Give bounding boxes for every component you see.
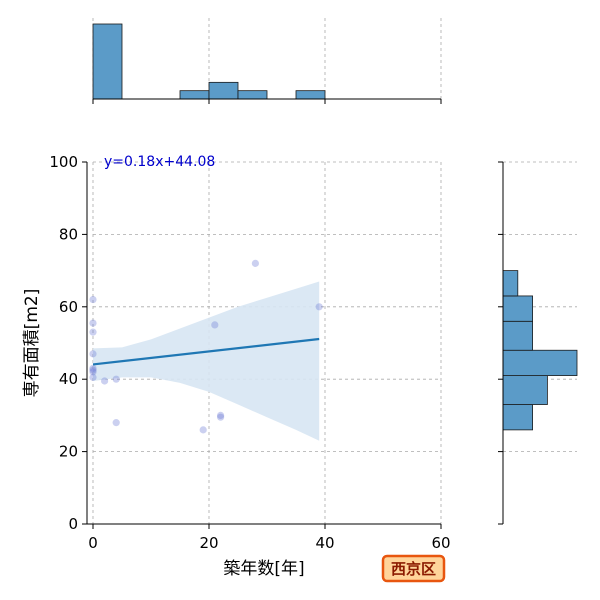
- y-tick-label: 80: [59, 225, 78, 243]
- x-histogram-bar: [237, 90, 268, 100]
- x-histogram-bar: [92, 23, 123, 100]
- data-point: [89, 364, 97, 372]
- y-axis-label: 専有面積[m2]: [22, 289, 42, 398]
- data-point: [89, 373, 97, 381]
- y-marginal-histogram: [498, 161, 578, 525]
- y-tick-label: 40: [59, 370, 78, 388]
- data-point: [89, 295, 97, 304]
- regression-line: [92, 337, 320, 366]
- data-point: [101, 377, 109, 385]
- y-tick-label: 100: [49, 153, 78, 171]
- x-tick-label: 20: [199, 534, 218, 552]
- data-point: [211, 321, 219, 329]
- district-badge-box: [381, 554, 446, 583]
- data-point: [89, 328, 97, 336]
- data-point: [112, 419, 120, 427]
- confidence-band-area: [93, 281, 320, 441]
- confidence-band: [93, 281, 320, 441]
- data-point: [199, 426, 207, 434]
- district-badge-label: 西京区: [391, 560, 436, 578]
- district-badge: 西京区: [381, 554, 446, 583]
- y-histogram-bar: [502, 270, 519, 297]
- y-histogram-bar: [502, 320, 534, 351]
- data-point: [89, 366, 97, 374]
- x-histogram-bar: [295, 90, 326, 100]
- x-histogram-bar: [179, 90, 210, 100]
- y-tick-label: 20: [59, 443, 78, 461]
- regression-equation: y=0.18x+44.08: [104, 154, 215, 170]
- x-tick-label: 0: [88, 534, 98, 552]
- axes: [82, 161, 442, 529]
- x-tick-label: 60: [431, 534, 450, 552]
- y-tick-label: 0: [68, 515, 78, 533]
- y-histogram-bar: [502, 295, 534, 322]
- data-point: [251, 259, 259, 267]
- data-point: [89, 319, 97, 327]
- scatter-points: [89, 259, 323, 434]
- data-point: [89, 368, 97, 376]
- regression-line-path: [92, 337, 320, 366]
- y-histogram-bar: [502, 349, 578, 376]
- data-point: [315, 303, 323, 311]
- data-point: [89, 350, 97, 358]
- data-point: [112, 375, 120, 383]
- x-histogram-bar: [208, 81, 239, 100]
- x-axis-label: 築年数[年]: [223, 559, 304, 579]
- x-marginal-histogram: [92, 23, 442, 104]
- y-tick-label: 60: [59, 298, 78, 316]
- y-histogram-bar: [502, 404, 534, 431]
- y-histogram-bar: [502, 375, 548, 405]
- tick-labels: 0 20 40 60 0 20 40 60 80 100: [49, 153, 450, 552]
- data-point: [217, 413, 225, 421]
- x-tick-label: 40: [315, 534, 334, 552]
- data-point: [217, 411, 225, 419]
